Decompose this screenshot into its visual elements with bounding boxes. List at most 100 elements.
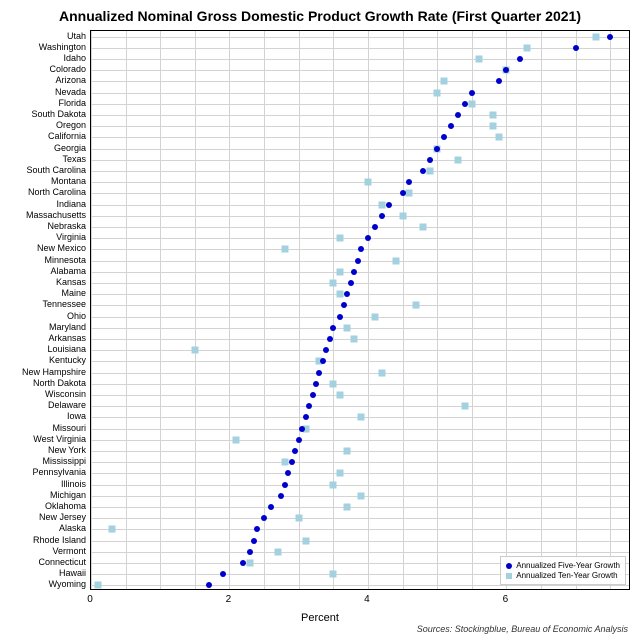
gridline-h xyxy=(91,272,629,273)
five-year-marker xyxy=(327,336,333,342)
five-year-marker xyxy=(348,280,354,286)
state-label: Indiana xyxy=(56,199,86,209)
ten-year-marker xyxy=(274,548,281,555)
state-label: New Jersey xyxy=(39,512,86,522)
chart-container xyxy=(90,30,630,590)
gridline-h xyxy=(91,81,629,82)
five-year-marker xyxy=(289,459,295,465)
state-label: West Virginia xyxy=(33,434,86,444)
five-year-marker xyxy=(341,302,347,308)
five-year-marker xyxy=(251,538,257,544)
five-year-marker xyxy=(469,90,475,96)
ten-year-marker xyxy=(399,212,406,219)
legend-ten-label: Annualized Ten-Year Growth xyxy=(516,571,617,580)
ten-year-marker xyxy=(344,324,351,331)
five-year-marker xyxy=(299,426,305,432)
ten-year-marker xyxy=(392,257,399,264)
five-year-marker xyxy=(268,504,274,510)
gridline-h xyxy=(91,305,629,306)
five-year-marker xyxy=(247,549,253,555)
ten-year-marker xyxy=(295,515,302,522)
gridline-h xyxy=(91,59,629,60)
gridline-h xyxy=(91,451,629,452)
state-label: Texas xyxy=(62,154,86,164)
five-year-marker xyxy=(420,168,426,174)
gridline-h xyxy=(91,104,629,105)
ten-year-marker xyxy=(524,44,531,51)
ten-year-marker xyxy=(489,123,496,130)
ten-year-marker xyxy=(337,470,344,477)
state-label: California xyxy=(48,131,86,141)
ten-year-marker xyxy=(378,201,385,208)
five-year-marker xyxy=(351,269,357,275)
five-year-marker xyxy=(372,224,378,230)
state-label: Utah xyxy=(67,31,86,41)
state-label: Colorado xyxy=(49,64,86,74)
ten-year-marker xyxy=(454,156,461,163)
state-label: North Dakota xyxy=(33,378,86,388)
five-year-marker xyxy=(355,258,361,264)
gridline-h xyxy=(91,70,629,71)
ten-year-marker xyxy=(330,481,337,488)
state-label: Mississippi xyxy=(42,456,86,466)
ten-year-marker xyxy=(330,571,337,578)
ten-year-marker xyxy=(344,448,351,455)
ten-year-marker xyxy=(330,280,337,287)
five-year-marker xyxy=(427,157,433,163)
state-label: Delaware xyxy=(48,400,86,410)
five-year-marker xyxy=(400,190,406,196)
state-label: Georgia xyxy=(54,143,86,153)
state-label: Arkansas xyxy=(48,333,86,343)
state-label: Idaho xyxy=(63,53,86,63)
five-year-marker xyxy=(517,56,523,62)
sources-text: Sources: Stockingblue, Bureau of Economi… xyxy=(417,624,628,634)
gridline-h xyxy=(91,462,629,463)
gridline-h xyxy=(91,339,629,340)
legend-five-label: Annualized Five-Year Growth xyxy=(516,561,620,570)
gridline-h xyxy=(91,529,629,530)
five-year-marker xyxy=(320,358,326,364)
five-year-marker xyxy=(292,448,298,454)
gridline-h xyxy=(91,37,629,38)
state-label: Maryland xyxy=(49,322,86,332)
five-year-marker xyxy=(303,414,309,420)
gridline-h xyxy=(91,473,629,474)
state-label: Kansas xyxy=(56,277,86,287)
five-year-marker xyxy=(337,314,343,320)
ten-year-marker xyxy=(330,380,337,387)
ten-year-marker xyxy=(496,134,503,141)
state-label: Minnesota xyxy=(44,255,86,265)
five-year-marker xyxy=(316,370,322,376)
gridline-h xyxy=(91,328,629,329)
ten-year-marker xyxy=(344,504,351,511)
five-year-marker xyxy=(282,482,288,488)
ten-year-marker xyxy=(281,459,288,466)
gridline-h xyxy=(91,541,629,542)
ten-year-marker xyxy=(108,526,115,533)
x-tick-label: 4 xyxy=(364,594,370,605)
gridline-h xyxy=(91,350,629,351)
state-label: South Carolina xyxy=(26,165,86,175)
state-label: Wisconsin xyxy=(45,389,86,399)
ten-year-marker xyxy=(420,224,427,231)
five-year-marker xyxy=(323,347,329,353)
ten-year-marker xyxy=(233,436,240,443)
state-label: Rhode Island xyxy=(33,535,86,545)
gridline-h xyxy=(91,406,629,407)
ten-year-marker xyxy=(364,179,371,186)
legend-ten-marker xyxy=(506,573,512,579)
five-year-marker xyxy=(358,246,364,252)
gridline-h xyxy=(91,216,629,217)
five-year-marker xyxy=(296,437,302,443)
ten-year-marker xyxy=(371,313,378,320)
five-year-marker xyxy=(206,582,212,588)
gridline-h xyxy=(91,507,629,508)
state-label: Alabama xyxy=(50,266,86,276)
five-year-marker xyxy=(240,560,246,566)
five-year-marker xyxy=(607,34,613,40)
five-year-marker xyxy=(306,403,312,409)
five-year-marker xyxy=(455,112,461,118)
five-year-marker xyxy=(285,470,291,476)
five-year-marker xyxy=(254,526,260,532)
ten-year-marker xyxy=(337,235,344,242)
